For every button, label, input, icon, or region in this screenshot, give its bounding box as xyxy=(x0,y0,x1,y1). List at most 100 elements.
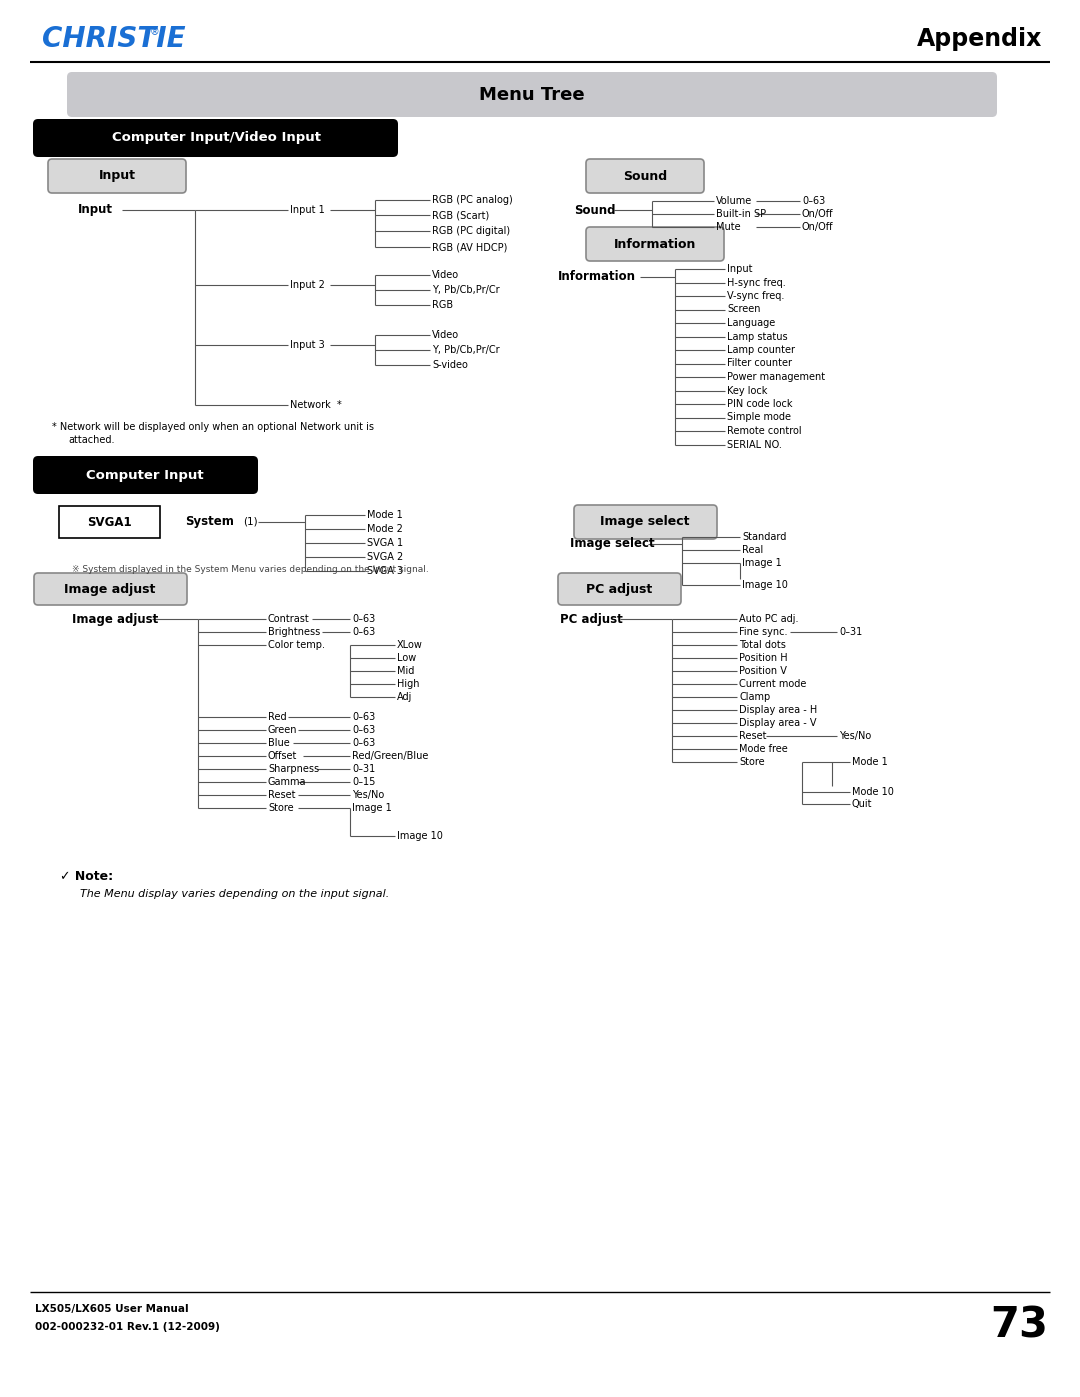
Text: 0–31: 0–31 xyxy=(352,764,375,774)
Text: Screen: Screen xyxy=(727,305,760,314)
Text: Image select: Image select xyxy=(600,515,690,528)
Text: RGB: RGB xyxy=(432,300,454,310)
Text: Real: Real xyxy=(742,545,764,555)
Text: Green: Green xyxy=(268,725,297,735)
Text: Input 3: Input 3 xyxy=(291,339,325,351)
Text: Color temp.: Color temp. xyxy=(268,640,325,650)
Text: High: High xyxy=(397,679,419,689)
FancyBboxPatch shape xyxy=(573,504,717,539)
Text: Mode 1: Mode 1 xyxy=(852,757,888,767)
Text: Fine sync.: Fine sync. xyxy=(739,627,787,637)
Text: XLow: XLow xyxy=(397,640,423,650)
Text: Mode 10: Mode 10 xyxy=(852,787,894,798)
Text: Blue: Blue xyxy=(268,738,289,747)
Text: Input: Input xyxy=(727,264,753,274)
Text: On/Off: On/Off xyxy=(802,210,834,219)
Text: SVGA 2: SVGA 2 xyxy=(367,552,403,562)
Text: System: System xyxy=(185,515,234,528)
FancyBboxPatch shape xyxy=(33,455,258,495)
Text: Sound: Sound xyxy=(623,169,667,183)
Text: Built-in SP: Built-in SP xyxy=(716,210,766,219)
Text: 73: 73 xyxy=(990,1303,1048,1345)
Text: CHRISTIE: CHRISTIE xyxy=(42,25,186,53)
Text: Image adjust: Image adjust xyxy=(72,612,159,626)
Text: Adj: Adj xyxy=(397,692,413,703)
Text: Sharpness: Sharpness xyxy=(268,764,319,774)
Text: Information: Information xyxy=(558,271,636,284)
Text: Sound: Sound xyxy=(573,204,616,217)
Text: Display area - H: Display area - H xyxy=(739,705,818,715)
Text: Key lock: Key lock xyxy=(727,386,768,395)
Text: 0–15: 0–15 xyxy=(352,777,376,787)
Text: Simple mode: Simple mode xyxy=(727,412,791,422)
Text: RGB (PC analog): RGB (PC analog) xyxy=(432,196,513,205)
Text: Offset: Offset xyxy=(268,752,297,761)
Text: Image 1: Image 1 xyxy=(352,803,392,813)
Text: Gamma: Gamma xyxy=(268,777,307,787)
Text: Current mode: Current mode xyxy=(739,679,807,689)
Text: Total dots: Total dots xyxy=(739,640,786,650)
Text: RGB (PC digital): RGB (PC digital) xyxy=(432,226,510,236)
Text: Input: Input xyxy=(78,204,113,217)
Text: Display area - V: Display area - V xyxy=(739,718,816,728)
Text: 0–31: 0–31 xyxy=(839,627,862,637)
Text: 0–63: 0–63 xyxy=(352,725,375,735)
Text: ✓ Note:: ✓ Note: xyxy=(60,870,113,883)
FancyBboxPatch shape xyxy=(33,573,187,605)
FancyBboxPatch shape xyxy=(586,226,724,261)
Text: V-sync freq.: V-sync freq. xyxy=(727,291,784,300)
Text: Input 2: Input 2 xyxy=(291,279,325,291)
Text: Red: Red xyxy=(268,712,286,722)
Text: SVGA 3: SVGA 3 xyxy=(367,566,403,576)
Text: Reset: Reset xyxy=(268,789,296,800)
Text: Mode 1: Mode 1 xyxy=(367,510,403,520)
Text: Language: Language xyxy=(727,319,775,328)
FancyBboxPatch shape xyxy=(59,506,160,538)
Text: Low: Low xyxy=(397,652,416,664)
Text: Mute: Mute xyxy=(716,222,741,232)
Text: Y, Pb/Cb,Pr/Cr: Y, Pb/Cb,Pr/Cr xyxy=(432,345,500,355)
Text: Y, Pb/Cb,Pr/Cr: Y, Pb/Cb,Pr/Cr xyxy=(432,285,500,295)
Text: Computer Input/Video Input: Computer Input/Video Input xyxy=(111,131,321,144)
Text: Clamp: Clamp xyxy=(739,692,770,703)
Text: Lamp counter: Lamp counter xyxy=(727,345,795,355)
Text: 0–63: 0–63 xyxy=(352,712,375,722)
Text: Input 1: Input 1 xyxy=(291,205,325,215)
Text: 0–63: 0–63 xyxy=(802,196,825,205)
Text: PC adjust: PC adjust xyxy=(561,612,623,626)
Text: SERIAL NO.: SERIAL NO. xyxy=(727,440,782,450)
Text: Reset: Reset xyxy=(739,731,767,740)
Text: 0–63: 0–63 xyxy=(352,615,375,624)
Text: Contrast: Contrast xyxy=(268,615,310,624)
Text: Quit: Quit xyxy=(852,799,873,809)
Text: Image select: Image select xyxy=(570,538,654,550)
Text: 002-000232-01 Rev.1 (12-2009): 002-000232-01 Rev.1 (12-2009) xyxy=(35,1322,220,1331)
FancyBboxPatch shape xyxy=(48,159,186,193)
Text: Mode 2: Mode 2 xyxy=(367,524,403,534)
Text: Filter counter: Filter counter xyxy=(727,359,792,369)
Text: Input: Input xyxy=(98,169,135,183)
Text: Mode free: Mode free xyxy=(739,745,787,754)
Text: Yes/No: Yes/No xyxy=(352,789,384,800)
Text: Standard: Standard xyxy=(742,532,786,542)
Text: Lamp status: Lamp status xyxy=(727,331,787,341)
Text: SVGA 1: SVGA 1 xyxy=(367,538,403,548)
Text: Brightness: Brightness xyxy=(268,627,321,637)
FancyBboxPatch shape xyxy=(586,159,704,193)
Text: PIN code lock: PIN code lock xyxy=(727,400,793,409)
Text: Image 10: Image 10 xyxy=(397,831,443,841)
FancyBboxPatch shape xyxy=(67,73,997,117)
Text: (1): (1) xyxy=(243,517,258,527)
Text: RGB (Scart): RGB (Scart) xyxy=(432,210,489,219)
Text: Image 10: Image 10 xyxy=(742,580,788,590)
Text: Remote control: Remote control xyxy=(727,426,801,436)
Text: Yes/No: Yes/No xyxy=(839,731,872,740)
Text: Position V: Position V xyxy=(739,666,787,676)
Text: On/Off: On/Off xyxy=(802,222,834,232)
Text: SVGA1: SVGA1 xyxy=(86,515,132,528)
Text: 0–63: 0–63 xyxy=(352,738,375,747)
Text: Information: Information xyxy=(613,237,697,250)
Text: Store: Store xyxy=(268,803,294,813)
Text: Video: Video xyxy=(432,270,459,279)
Text: 0–63: 0–63 xyxy=(352,627,375,637)
